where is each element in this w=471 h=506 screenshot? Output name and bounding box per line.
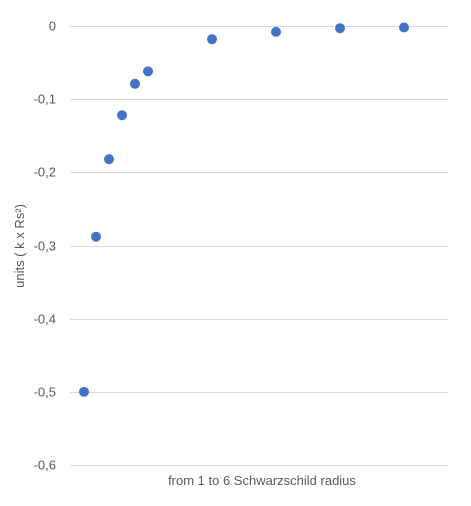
y-tick-label: -0,2: [34, 165, 56, 180]
data-points: [79, 22, 409, 397]
y-axis-label: units ( k x Rs²): [12, 204, 27, 288]
y-tick-label: -0,5: [34, 385, 56, 400]
data-point: [399, 22, 409, 33]
data-point: [91, 231, 101, 242]
data-point: [130, 78, 140, 89]
y-tick-label: -0,6: [34, 458, 56, 473]
data-point: [117, 110, 127, 121]
y-tick-label: -0,1: [34, 92, 56, 107]
gridlines: [70, 26, 448, 466]
data-point: [79, 386, 89, 397]
data-point: [335, 23, 345, 34]
data-point: [143, 66, 153, 77]
y-tick-labels: 0 -0,1 -0,2 -0,3 -0,4 -0,5 -0,6: [34, 19, 56, 473]
y-tick-label: 0: [49, 19, 56, 34]
x-axis-label: from 1 to 6 Schwarzschild radius: [168, 473, 356, 488]
y-tick-label: -0,3: [34, 239, 56, 254]
data-point: [207, 34, 217, 45]
data-point: [104, 154, 114, 165]
data-point: [271, 26, 281, 37]
y-tick-label: -0,4: [34, 312, 56, 327]
